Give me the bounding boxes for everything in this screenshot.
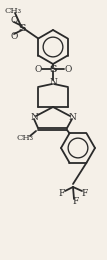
Text: S: S [18,23,26,32]
Text: F: F [82,188,88,198]
Text: O: O [64,64,72,74]
Text: O: O [10,31,18,41]
Text: N: N [68,113,76,121]
Text: O: O [10,16,18,24]
Text: CH₃: CH₃ [16,134,33,142]
Text: F: F [59,188,65,198]
Text: S: S [49,64,57,74]
Text: F: F [73,198,79,206]
Text: N: N [30,113,38,121]
Text: CH₃: CH₃ [4,7,22,15]
Text: N: N [49,77,57,87]
Text: O: O [34,64,42,74]
